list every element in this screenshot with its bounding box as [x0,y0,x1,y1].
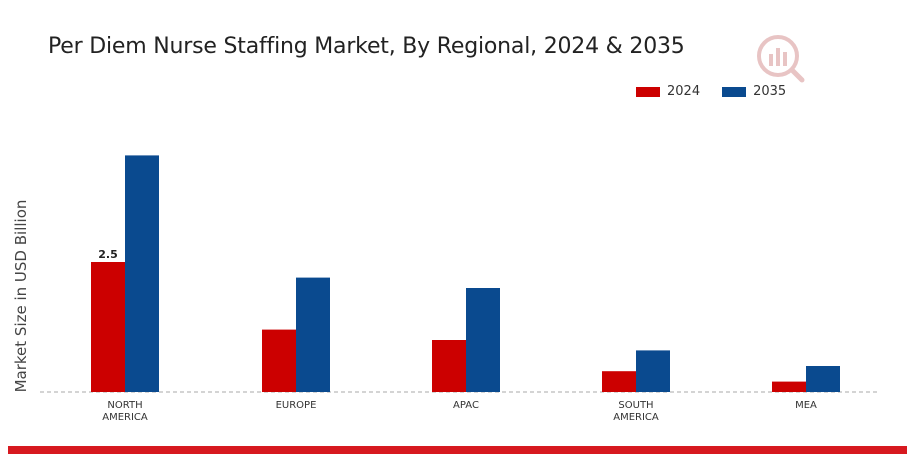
x-tick-label-2: APAC [453,400,479,411]
brand-logo-icon [757,35,805,83]
bar-2024-2 [432,340,466,392]
bar-2024-1 [262,329,296,392]
bar-2024-0 [91,262,125,392]
bottom-accent-bar [8,446,907,454]
bar-2024-3 [602,371,636,392]
x-tick-label-3: SOUTH AMERICA [613,400,659,423]
legend-label-2024: 2024 [667,84,701,99]
bar-2035-0 [125,155,159,392]
data-label-0: 2.5 [98,248,118,261]
bar-2024-4 [772,381,806,392]
chart-legend: 2024 2035 [636,84,800,99]
legend-label-2035: 2035 [753,84,787,99]
x-tick-label-1: EUROPE [276,400,317,411]
bar-2035-2 [466,288,500,392]
x-tick-label-4: MEA [795,400,817,411]
x-tick-label-0: NORTH AMERICA [102,400,148,423]
chart-title: Per Diem Nurse Staffing Market, By Regio… [48,34,685,59]
bar-2035-4 [806,366,840,392]
legend-item-2024: 2024 [636,84,700,99]
legend-swatch-2024 [636,86,660,97]
legend-item-2035: 2035 [722,84,786,99]
bar-2035-3 [636,350,670,392]
legend-swatch-2035 [722,86,747,97]
bar-2035-1 [296,277,330,392]
